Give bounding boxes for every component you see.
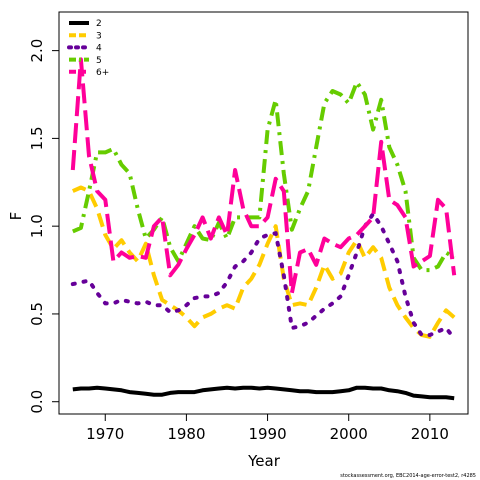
y-tick-label: 1.0 [28, 214, 46, 238]
y-axis-title: F [7, 212, 25, 221]
legend-label-5: 6+ [96, 68, 109, 78]
x-axis: 1970 1980 1990 2000 2010 [86, 413, 449, 443]
y-tick-label: 0.5 [28, 302, 46, 326]
x-tick-label: 1970 [86, 425, 124, 443]
x-tick-label: 2000 [330, 425, 368, 443]
legend-label-1: 2 [96, 19, 102, 29]
legend-label-3: 4 [96, 44, 102, 54]
y-tick-label: 2.0 [28, 39, 46, 63]
x-tick-label: 1980 [167, 425, 205, 443]
x-tick-label: 2010 [411, 425, 449, 443]
legend-label-2: 3 [96, 31, 102, 41]
series-layer [70, 57, 457, 401]
series-line-1 [72, 385, 455, 401]
legend-label-4: 5 [96, 56, 102, 66]
series-line-3 [70, 211, 457, 341]
credit-text: stockassessment.org, EBC2014-age-error-t… [340, 473, 476, 479]
series-line-2 [71, 185, 456, 339]
y-tick-label: 1.5 [28, 126, 46, 150]
legend: 2 3 4 5 6+ [67, 19, 109, 78]
y-tick-label: 0.0 [28, 390, 46, 414]
x-axis-title: Year [247, 452, 281, 470]
series-line-4 [72, 80, 456, 273]
y-axis: 0.0 0.5 1.0 1.5 2.0 [28, 39, 60, 414]
x-tick-label: 1990 [248, 425, 286, 443]
